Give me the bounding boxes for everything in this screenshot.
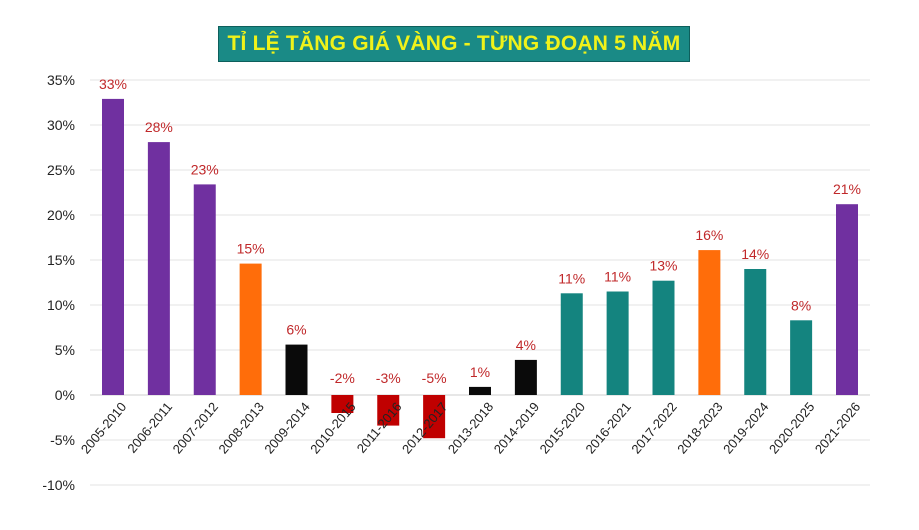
x-tick-label: 2009-2014 [261, 399, 312, 456]
bar [469, 386, 491, 395]
bars [102, 98, 858, 439]
bar [560, 293, 583, 395]
bar [790, 320, 813, 395]
data-label: 13% [649, 258, 677, 274]
data-label: 15% [237, 241, 265, 257]
x-tick-label: 2008-2013 [215, 399, 266, 456]
bar [698, 250, 721, 395]
bar [377, 395, 400, 426]
data-label: -5% [422, 370, 447, 386]
data-label: 14% [741, 246, 769, 262]
bar [514, 359, 537, 395]
x-tick-label: 2019-2024 [720, 399, 771, 456]
x-tick-label: 2021-2026 [812, 399, 863, 456]
x-tick-label: 2006-2011 [124, 399, 175, 456]
x-tick-label: 2007-2012 [170, 399, 221, 456]
bar [423, 395, 446, 439]
data-label: 28% [145, 119, 173, 135]
bar [331, 395, 354, 413]
data-label: 4% [516, 337, 536, 353]
data-label: 6% [286, 322, 306, 338]
x-tick-label: 2013-2018 [445, 399, 496, 456]
y-axis-ticks: -10% -5% 0% 5% 10% 15% 20% 25% 30% 35% [42, 72, 75, 493]
y-tick-label: 0% [55, 387, 75, 403]
y-tick-label: -5% [50, 432, 75, 448]
y-tick-label: 15% [47, 252, 75, 268]
bar [744, 269, 767, 395]
data-label: 11% [604, 269, 631, 285]
x-tick-label: 2005-2010 [78, 399, 129, 456]
data-label: 33% [99, 76, 127, 92]
x-axis-ticks: 2005-20102006-20112007-20122008-20132009… [78, 399, 863, 456]
x-tick-label: 2017-2022 [628, 399, 679, 456]
x-tick-label: 2015-2020 [537, 399, 588, 456]
y-tick-label: -10% [42, 477, 75, 493]
data-label: 21% [833, 181, 861, 197]
x-tick-label: 2018-2023 [674, 399, 725, 456]
bar [285, 344, 308, 395]
x-tick-label: 2020-2025 [766, 399, 817, 456]
data-label: 8% [791, 297, 811, 313]
bar [102, 98, 124, 396]
y-tick-label: 10% [47, 297, 75, 313]
data-label: 23% [191, 161, 219, 177]
y-tick-label: 25% [47, 162, 75, 178]
y-tick-label: 30% [47, 117, 75, 133]
y-tick-label: 20% [47, 207, 75, 223]
x-tick-label: 2014-2019 [491, 399, 542, 456]
data-label: -3% [376, 370, 401, 386]
data-label: 11% [558, 270, 585, 286]
y-tick-label: 5% [55, 342, 75, 358]
bar [652, 280, 675, 395]
chart-title-box: TỈ LỆ TĂNG GIÁ VÀNG - TỪNG ĐOẠN 5 NĂM [218, 26, 690, 62]
bar [147, 142, 170, 395]
bar [239, 263, 262, 395]
y-tick-label: 35% [47, 72, 75, 88]
data-label: 16% [695, 227, 723, 243]
chart-title: TỈ LỆ TĂNG GIÁ VÀNG - TỪNG ĐOẠN 5 NĂM [227, 32, 681, 55]
bar [606, 291, 629, 395]
x-tick-label: 2016-2021 [582, 399, 633, 456]
data-label: 1% [470, 364, 490, 380]
bar [836, 204, 858, 395]
data-label: -2% [330, 370, 355, 386]
bar [193, 184, 216, 395]
data-labels: 33% 28% 23% 15% 6% -2% -3% -5% 1% 4% 11% 11% 13% 16% 1… [99, 76, 861, 386]
